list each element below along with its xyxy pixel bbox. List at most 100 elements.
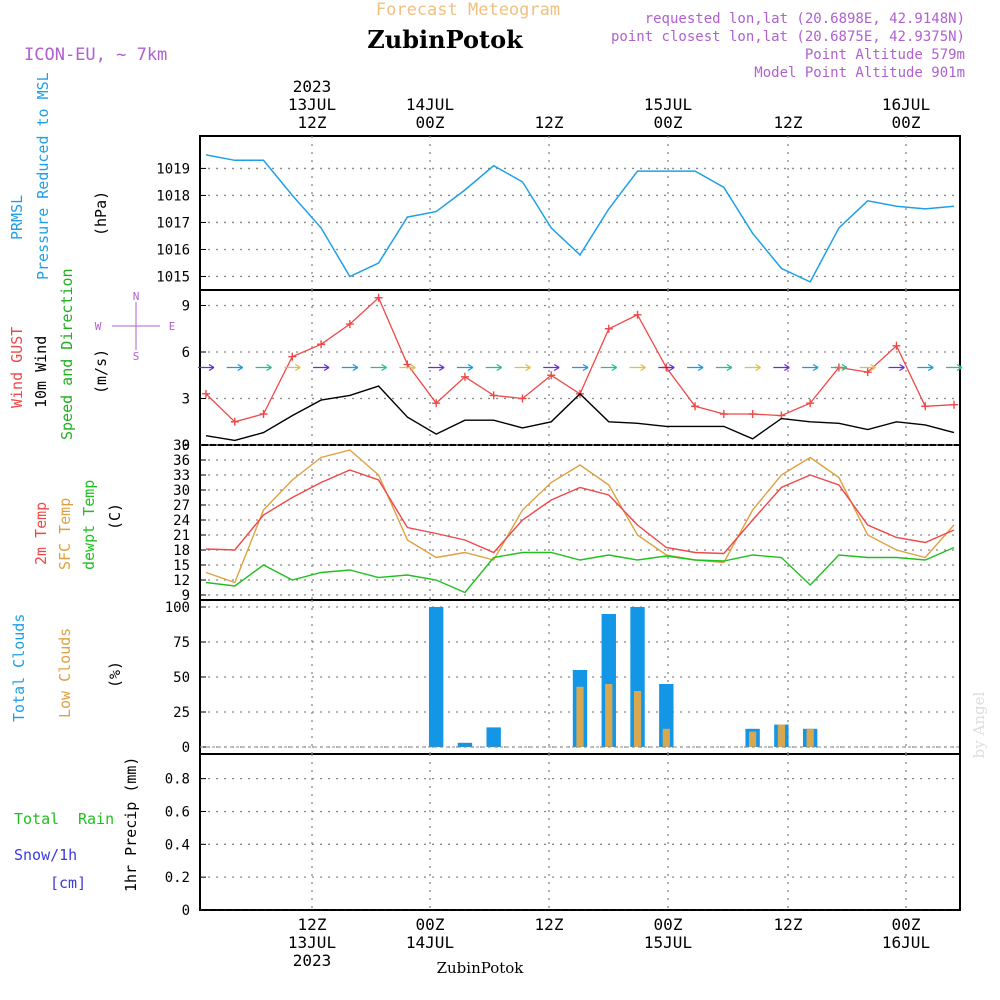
gust-point (604, 324, 613, 333)
bottom-axis-label: 00Z (892, 915, 921, 934)
wind-direction-arrow (802, 363, 819, 372)
gust-point (892, 341, 901, 350)
data-marks (198, 154, 963, 911)
compass-s: S (133, 350, 140, 363)
snow-unit: [cm] (50, 874, 86, 892)
total-clouds-label: Total Clouds (10, 614, 28, 722)
tick-pressure-1018: 1018 (156, 188, 190, 204)
precip-unit: 1hr Precip (mm) (122, 757, 140, 892)
gust-point (489, 391, 498, 400)
tick-clouds-50: 50 (173, 670, 190, 686)
bottom-axis-label: 14JUL (406, 933, 454, 952)
gust-point (345, 320, 354, 329)
prmsl-line (205, 154, 955, 283)
bottom-axis-label: 13JUL (288, 933, 336, 952)
wind-direction-arrow (888, 363, 905, 372)
bottom-axis-label: 00Z (416, 915, 445, 934)
bottom-axis-label: 15JUL (644, 933, 692, 952)
top-axis-label: 00Z (654, 113, 683, 132)
tick-precip-0.4: 0.4 (165, 837, 190, 853)
t2m-line (205, 469, 955, 555)
wind-direction-arrow (485, 363, 503, 372)
tick-temp-36: 36 (173, 453, 190, 469)
compass-n: N (133, 290, 140, 303)
gust-point (921, 402, 930, 411)
top-axis-label: 2023 (293, 77, 332, 96)
sfc-label: SFC Temp (56, 498, 74, 570)
low-clouds-bar (662, 728, 670, 747)
gust-point (432, 399, 441, 408)
wind-direction-arrow (687, 363, 704, 372)
gust-point (806, 399, 815, 408)
wind-direction-arrow (715, 363, 733, 372)
gust-point (950, 400, 958, 409)
tick-temp-24: 24 (173, 513, 190, 529)
y-tick-labels: 1019101810171016101596303936333027242118… (156, 161, 206, 919)
gust-point (202, 389, 210, 398)
wind-direction-arrow (284, 363, 301, 372)
total-clouds-bar (457, 742, 473, 747)
pressure-desc-label: Pressure Reduced to MSL (34, 72, 52, 280)
wind-direction-arrow (658, 363, 675, 372)
bottom-axis-label: 12Z (774, 915, 803, 934)
panel-precip-frame (199, 753, 961, 911)
snow-label: Snow/1h (14, 846, 77, 864)
low-clouds-bar (806, 728, 814, 747)
watermark: by Angel (970, 691, 988, 758)
wind-direction-arrow (428, 363, 445, 372)
clouds-unit: (%) (106, 661, 124, 688)
low-clouds-bar (633, 691, 642, 747)
gust-point (288, 352, 297, 361)
wind-label: 10m Wind (32, 336, 50, 408)
gust-point (230, 417, 239, 426)
bottom-axis-label: 00Z (654, 915, 683, 934)
low-clouds-bar (777, 724, 785, 747)
tick-wind-9: 9 (182, 299, 190, 315)
gust-point (460, 372, 469, 381)
forecast-title: Forecast Meteogram (376, 0, 560, 20)
prmsl-label: PRMSL (8, 195, 26, 240)
tick-temp-39: 39 (173, 438, 190, 454)
direction-label: Speed and Direction (58, 268, 76, 440)
tick-precip-0.6: 0.6 (165, 804, 190, 820)
wind-line (205, 385, 955, 442)
top-axis-label: 12Z (535, 113, 564, 132)
gust-point (719, 410, 728, 418)
top-axis-label: 00Z (416, 113, 445, 132)
wind-direction-arrow (198, 363, 215, 372)
footer-location: ZubinPotok (437, 959, 525, 977)
wind-direction-arrow (370, 363, 387, 372)
low-clouds-bar (749, 731, 757, 747)
top-axis-label: 12Z (298, 113, 327, 132)
wind-direction-arrow (946, 363, 963, 372)
tick-wind-0: 0 (182, 438, 190, 454)
top-axis-label: 15JUL (644, 95, 692, 114)
rain-total-label: Total (14, 810, 59, 828)
wind-direction-arrow (572, 363, 589, 372)
wind-direction-arrow (773, 363, 790, 372)
gust-label: Wind GUST (8, 327, 26, 408)
wind-direction-arrow (543, 363, 560, 372)
tick-temp-9: 9 (182, 588, 190, 604)
compass-e: E (169, 320, 176, 333)
tick-pressure-1015: 1015 (156, 269, 190, 285)
pressure-unit: (hPa) (92, 191, 110, 236)
panel-temp-frame (199, 444, 961, 601)
wind-direction-arrow (600, 363, 618, 372)
wind-direction-arrow (859, 363, 877, 372)
point-altitude: Point Altitude 579m (805, 47, 965, 63)
top-axis-label: 00Z (892, 113, 921, 132)
panel-pressure-frame (199, 135, 961, 291)
model-altitude: Model Point Altitude 901m (754, 65, 965, 81)
tick-clouds-0: 0 (182, 740, 190, 756)
gust-point (691, 402, 700, 411)
gust-point (518, 394, 527, 403)
low-clouds-bar (605, 684, 613, 747)
dewpt-line (205, 546, 955, 594)
temp-unit: (C) (106, 503, 124, 530)
gust-point (374, 293, 383, 302)
tick-precip-0.2: 0.2 (165, 870, 190, 886)
wind-direction-arrow (917, 363, 934, 372)
